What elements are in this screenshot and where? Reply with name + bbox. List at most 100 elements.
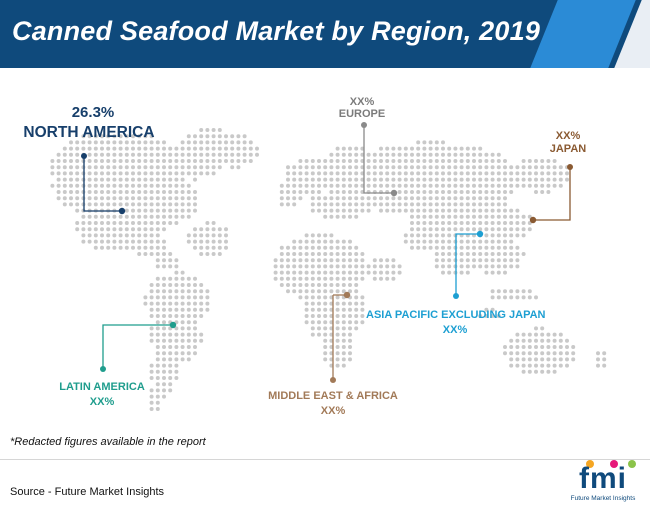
map-dot — [372, 152, 377, 157]
map-dot — [118, 165, 123, 170]
map-dot — [162, 276, 166, 281]
map-dot — [472, 146, 476, 151]
map-dot — [168, 214, 173, 219]
map-dot — [174, 338, 179, 343]
map-dot — [372, 183, 377, 188]
map-dot — [317, 190, 321, 194]
map-dot — [379, 276, 383, 281]
map-dot — [106, 152, 111, 157]
map-dot — [335, 320, 340, 325]
map-dot — [124, 202, 129, 207]
map-dot — [360, 252, 365, 256]
map-dot — [341, 332, 346, 337]
map-dot — [131, 233, 135, 238]
map-dot — [453, 177, 458, 182]
map-dot — [503, 233, 507, 238]
map-dot — [193, 152, 197, 157]
map-dot — [478, 314, 483, 318]
map-dot — [174, 264, 179, 269]
map-dot — [162, 326, 166, 331]
map-dot — [155, 245, 160, 250]
map-dot — [490, 208, 495, 213]
map-dot — [503, 295, 507, 300]
map-dot — [416, 177, 421, 182]
map-dot — [118, 146, 123, 151]
map-dot — [186, 314, 191, 318]
map-dot — [162, 140, 166, 145]
map-dot — [286, 289, 290, 294]
map-dot — [298, 295, 303, 300]
map-dot — [155, 320, 160, 325]
map-dot — [174, 357, 179, 362]
map-dot — [397, 208, 402, 213]
map-dot — [112, 190, 117, 194]
map-dot — [93, 214, 98, 219]
map-dot — [391, 183, 396, 188]
asia-pacific-share: XX% — [442, 324, 468, 336]
map-dot — [168, 252, 173, 256]
map-dot — [317, 183, 321, 188]
map-dot — [224, 159, 228, 163]
map-dot — [527, 295, 532, 300]
map-dot — [69, 165, 73, 170]
map-dot — [56, 165, 61, 170]
map-dot — [515, 208, 520, 213]
map-dot — [162, 388, 166, 393]
map-dot — [304, 159, 309, 163]
map-dot — [149, 221, 154, 225]
map-dot — [484, 264, 489, 269]
map-dot — [496, 227, 501, 232]
map-dot — [521, 252, 526, 256]
map-dot — [298, 289, 303, 294]
map-dot — [180, 357, 185, 362]
map-dot — [124, 214, 129, 219]
map-dot — [496, 289, 501, 294]
map-dot — [193, 165, 197, 170]
map-dot — [75, 190, 80, 194]
map-dot — [100, 233, 104, 238]
map-dot — [403, 208, 408, 213]
map-dot — [149, 239, 154, 244]
map-dot — [69, 177, 73, 182]
map-dot — [410, 190, 414, 194]
map-dot — [509, 239, 514, 244]
map-dot — [348, 357, 352, 362]
map-dot — [180, 307, 185, 312]
map-dot — [335, 363, 340, 368]
map-dot — [372, 270, 377, 275]
map-dot — [385, 171, 390, 176]
map-dot — [484, 208, 489, 213]
map-dot — [236, 140, 241, 145]
map-dot — [149, 338, 154, 343]
map-dot — [422, 202, 427, 207]
map-dot — [180, 345, 185, 349]
map-dot — [335, 345, 340, 349]
map-dot — [434, 177, 439, 182]
map-dot — [186, 326, 191, 331]
map-dot — [341, 320, 346, 325]
map-dot — [422, 183, 427, 188]
map-dot — [527, 227, 532, 232]
map-dot — [69, 183, 73, 188]
map-dot — [434, 208, 439, 213]
map-dot — [416, 196, 421, 201]
map-dot — [515, 363, 520, 368]
map-dot — [354, 258, 359, 263]
map-dot — [205, 140, 210, 145]
map-dot — [341, 326, 346, 331]
map-dot — [534, 159, 538, 163]
map-dot — [335, 357, 340, 362]
map-dot — [341, 363, 346, 368]
map-dot — [341, 165, 346, 170]
map-dot — [162, 363, 166, 368]
map-dot — [527, 351, 532, 356]
map-dot — [441, 245, 445, 250]
map-dot — [149, 289, 154, 294]
map-dot — [379, 208, 383, 213]
map-dot — [335, 301, 340, 306]
map-dot — [199, 295, 204, 300]
map-dot — [354, 320, 359, 325]
map-dot — [100, 159, 104, 163]
map-dot — [292, 202, 297, 207]
map-dot — [186, 208, 191, 213]
